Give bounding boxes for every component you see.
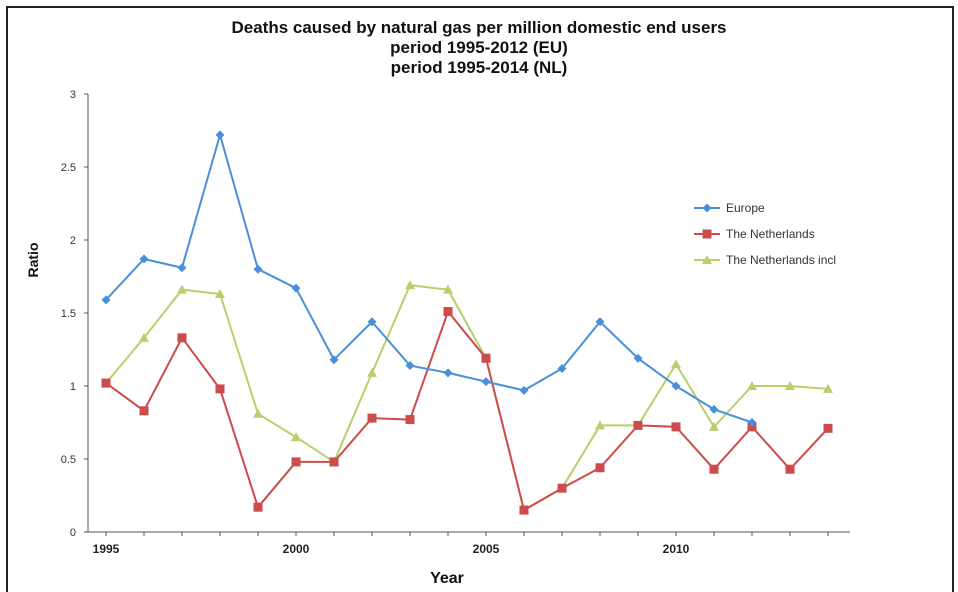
legend-item: Europe	[694, 201, 765, 215]
data-point	[291, 457, 301, 467]
y-tick-label: 2	[70, 235, 76, 247]
series-the-netherlands	[101, 307, 833, 515]
x-axis-title: Year	[430, 570, 464, 586]
y-tick-label: 0	[70, 527, 76, 539]
data-point	[595, 317, 605, 327]
data-point	[253, 408, 263, 418]
data-point	[595, 420, 605, 430]
data-point	[291, 432, 301, 442]
legend-item: The Netherlands	[694, 227, 815, 241]
data-point	[519, 385, 529, 395]
data-point	[215, 384, 225, 394]
data-point	[405, 415, 415, 425]
chart-subtitle-nl: period 1995-2014 (NL)	[390, 58, 568, 77]
chart-subtitle-eu: period 1995-2012 (EU)	[390, 38, 568, 57]
legend-label: The Netherlands	[726, 227, 815, 241]
series-line	[105, 133, 753, 424]
data-point	[557, 363, 567, 373]
data-point	[177, 333, 187, 343]
y-tick-label: 3	[70, 89, 76, 101]
y-tick-label: 2.5	[61, 162, 76, 174]
data-point	[595, 463, 605, 473]
data-point	[633, 353, 643, 363]
data-point	[633, 420, 643, 430]
data-point	[101, 378, 111, 388]
data-point	[405, 280, 415, 290]
legend-marker	[702, 255, 712, 264]
y-axis-title: Ratio	[25, 243, 41, 278]
data-point	[709, 404, 719, 414]
series-line	[105, 310, 829, 512]
data-point	[481, 353, 491, 363]
data-point	[101, 295, 111, 305]
data-point	[367, 367, 377, 377]
series-europe	[101, 130, 757, 427]
data-point	[671, 381, 681, 391]
chart-title-block: Deaths caused by natural gas per million…	[0, 18, 958, 78]
data-point	[405, 361, 415, 371]
legend-label: The Netherlands incl	[726, 253, 836, 267]
data-point	[177, 284, 187, 294]
data-point	[557, 483, 567, 493]
x-tick-label: 2005	[473, 542, 500, 556]
legend: Europe The Netherlands The Netherlands inc…	[694, 201, 836, 267]
chart-frame	[6, 6, 954, 592]
series-line	[105, 284, 829, 512]
data-point	[253, 502, 263, 512]
data-point	[481, 377, 491, 387]
data-point	[139, 254, 149, 264]
data-point	[443, 284, 453, 294]
y-tick-label: 1	[70, 381, 76, 393]
legend-item: The Netherlands incl	[694, 253, 836, 267]
data-point	[785, 464, 795, 474]
axes: 0 0.5 1 1.5 2 2.5 3 1995 2000 2005 2010	[61, 89, 850, 556]
data-point	[367, 317, 377, 327]
y-tick-label: 0.5	[61, 454, 76, 466]
data-point	[177, 263, 187, 273]
data-point	[823, 423, 833, 433]
data-point	[367, 413, 377, 423]
series-layer	[101, 130, 833, 515]
x-tick-label: 2010	[663, 542, 690, 556]
data-point	[747, 381, 757, 390]
legend-label: Europe	[726, 201, 765, 215]
series-the-netherlands-incl	[101, 280, 833, 515]
data-point	[215, 289, 225, 299]
data-point	[519, 505, 529, 515]
data-point	[671, 359, 681, 369]
data-point	[329, 457, 339, 467]
data-point	[139, 406, 149, 416]
data-point	[823, 383, 833, 393]
legend-marker	[702, 229, 712, 239]
data-point	[329, 355, 339, 365]
data-point	[709, 421, 719, 431]
legend-marker	[702, 203, 712, 213]
data-point	[253, 264, 263, 274]
data-point	[747, 418, 757, 427]
y-tick-label: 1.5	[61, 308, 76, 320]
data-point	[139, 332, 149, 342]
chart-title: Deaths caused by natural gas per million…	[231, 18, 727, 37]
data-point	[443, 307, 453, 317]
data-point	[291, 283, 301, 293]
data-point	[671, 422, 681, 432]
data-point	[443, 368, 453, 378]
data-point	[785, 381, 795, 390]
data-point	[215, 130, 225, 140]
data-point	[709, 464, 719, 474]
x-tick-label: 2000	[283, 542, 310, 556]
x-tick-label: 1995	[93, 542, 120, 556]
